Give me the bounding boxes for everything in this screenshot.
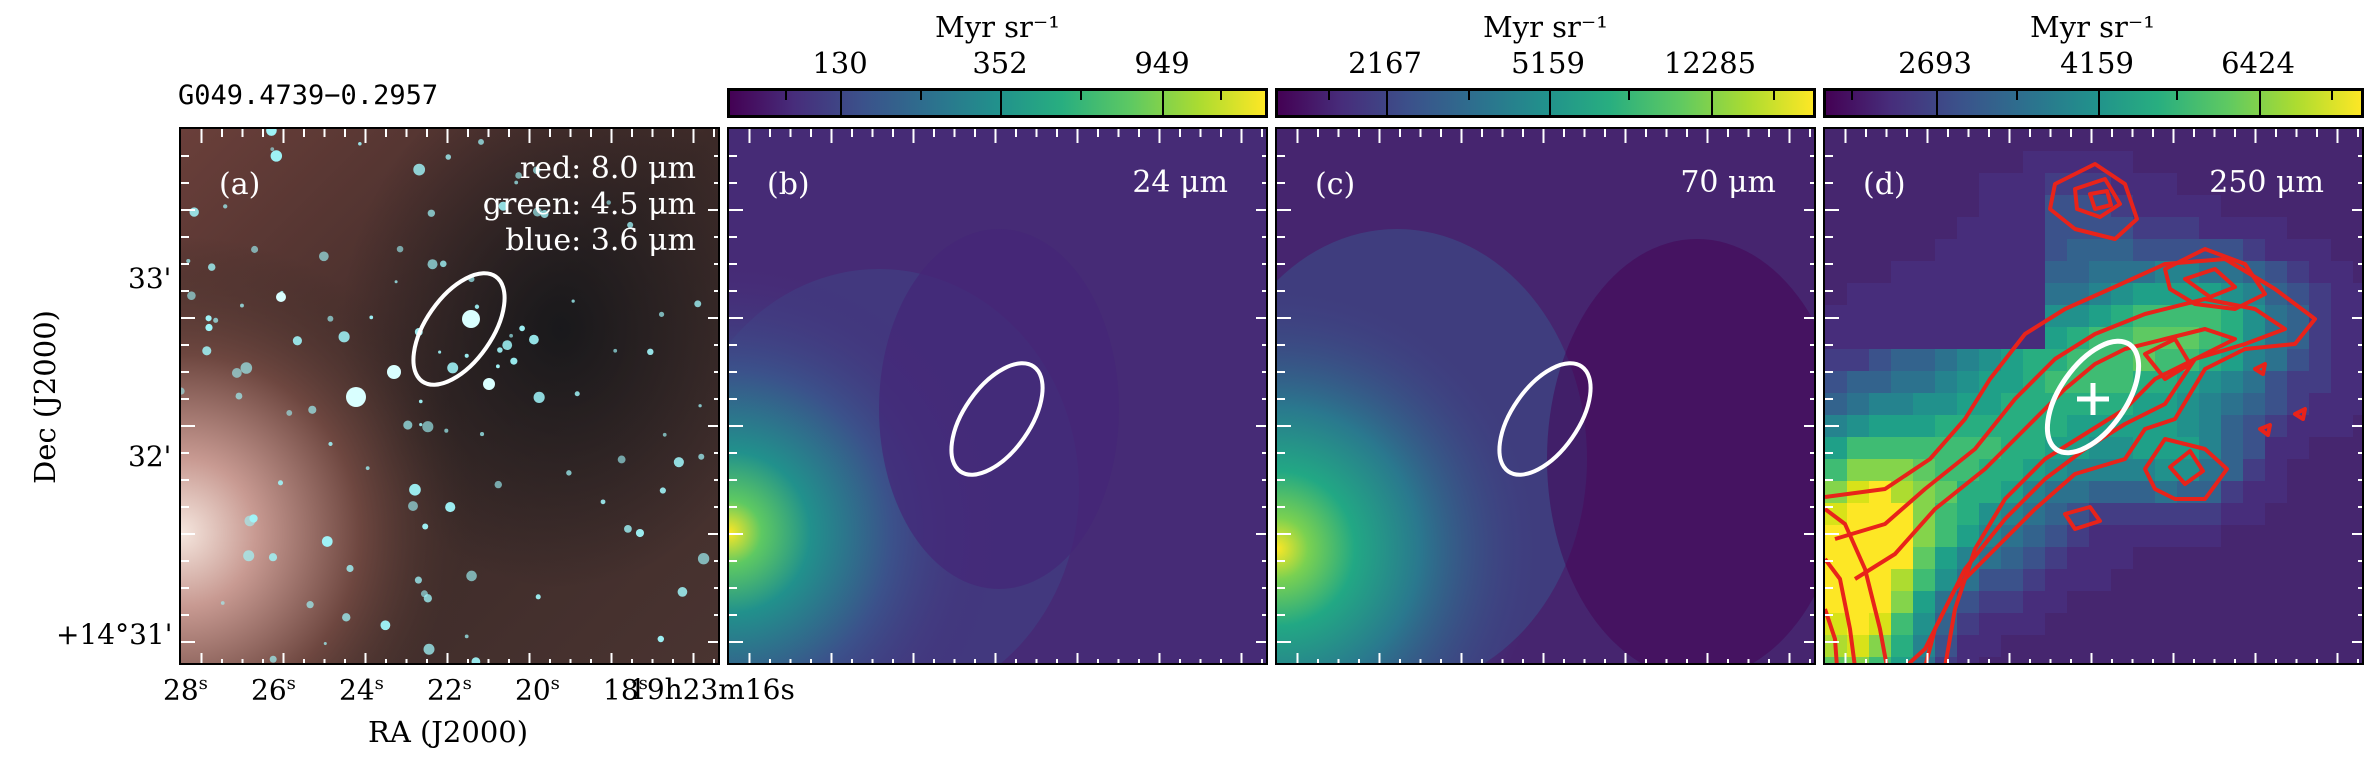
panel-b-24um-map: (b) 24 μm [727,127,1268,665]
colorbar-tick-label: 5159 [1511,46,1585,80]
source-name: G049.4739−0.2957 [178,80,439,111]
y-axis-label: Dec (J2000) [27,310,62,484]
contour-lines [1825,162,2317,663]
peak-cross-marker [2077,383,2109,415]
colorbar-tick-label: 2693 [1898,46,1972,80]
ra-tick-label: 18s [603,673,648,707]
colorbar-24um [727,88,1268,118]
x-axis-label: RA (J2000) [368,715,529,749]
dec-tick-label: +14°31' [56,618,173,651]
colorbar-unit: Myr sr⁻¹ [1483,10,1608,44]
colorbar-250um [1823,88,2364,118]
panel-a-rgb-image: (a) red: 8.0 μm green: 4.5 μm blue: 3.6 … [179,127,720,665]
panel-label: (a) [219,167,261,202]
legend-red: red: 8.0 μm [519,151,696,186]
ra-tick-label-main: 19h23m16s [629,673,795,706]
colorbar-unit: Myr sr⁻¹ [935,10,1060,44]
panel-label: (d) [1863,167,1906,202]
colorbar-tick-label: 352 [972,46,1028,80]
colorbar-unit: Myr sr⁻¹ [2030,10,2155,44]
panel-label: (b) [767,167,810,202]
ra-tick-label: 28s [163,673,208,707]
band-label: 250 μm [2209,165,2324,200]
colorbar-tick-label: 130 [812,46,868,80]
colorbar-tick-label: 949 [1134,46,1190,80]
colorbar-tick-label: 4159 [2060,46,2134,80]
panel-d-250um-map: (d) 250 μm [1823,127,2364,665]
band-label: 24 μm [1132,165,1228,200]
ra-tick-label: 20s [515,673,560,707]
ra-tick-label: 26s [251,673,296,707]
colorbar-tick-label: 2167 [1348,46,1422,80]
panel-label: (c) [1315,167,1356,202]
band-label: 70 μm [1680,165,1776,200]
panel-c-70um-map: (c) 70 μm [1275,127,1816,665]
dec-tick-label: 32' [128,440,172,473]
dec-tick-label: 33' [128,262,172,295]
legend-blue: blue: 3.6 μm [505,223,696,258]
colorbar-tick-label: 12285 [1663,46,1757,80]
colorbar-70um [1275,88,1816,118]
legend-green: green: 4.5 μm [482,187,696,222]
colorbar-tick-label: 6424 [2221,46,2295,80]
ra-tick-label: 24s [339,673,384,707]
ra-tick-label: 22s [427,673,472,707]
